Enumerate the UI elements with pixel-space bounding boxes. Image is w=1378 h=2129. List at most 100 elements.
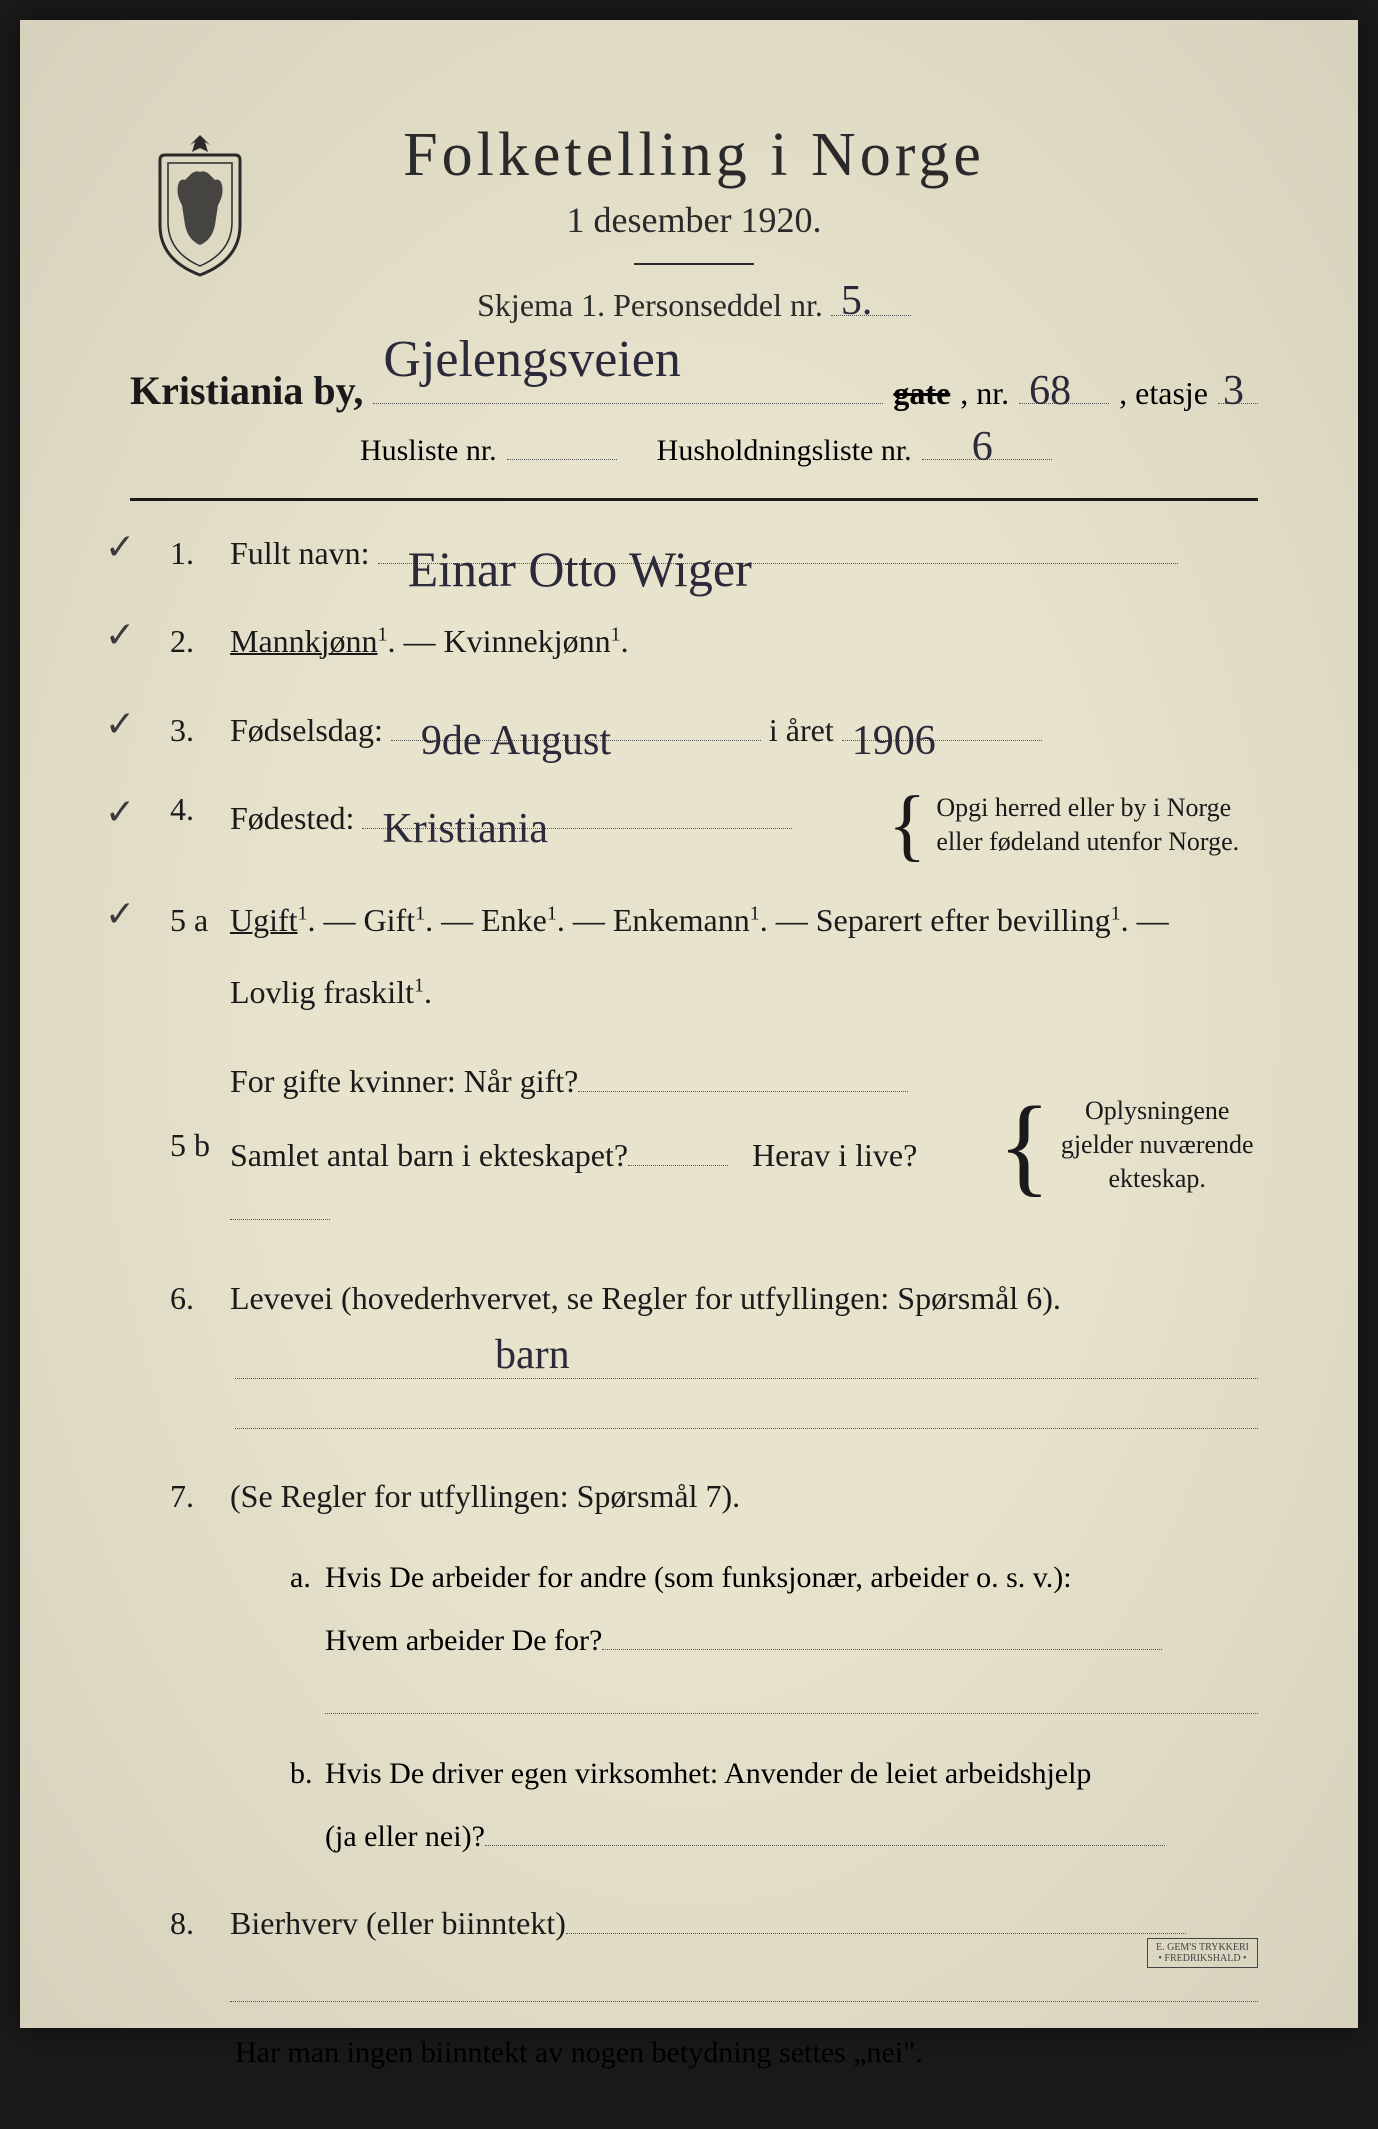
q6-field-1: barn [235,1335,1258,1379]
city-label: Kristiania by, [130,367,363,414]
husholdning-value: 6 [972,423,993,471]
q8-field2 [230,1974,1258,2002]
etasje-label: , etasje [1119,375,1208,412]
schema-label: Skjema 1. Personseddel nr. [477,287,823,323]
husliste-line: Husliste nr. Husholdningsliste nr. 6 [130,434,1258,468]
q7a-field2 [325,1686,1258,1714]
q3-day: 9de August [421,706,611,777]
check-icon: ✓ [105,893,135,935]
printer-stamp: E. GEM'S TRYKKERI • FREDRIKSHALD • [1147,1938,1258,1968]
q8-field [566,1933,1186,1934]
etasje-value: 3 [1223,367,1244,415]
q3-year-field: 1906 [842,740,1042,741]
personseddel-field: 5. [831,315,911,316]
q7a-t1: Hvis De arbeider for andre (som funksjon… [325,1561,1072,1594]
q5a-body: Ugift1. — Gift1. — Enke1. — Enkemann1. —… [230,893,1258,1020]
q5b-body: For gifte kvinner: Når gift? Samlet anta… [230,1054,998,1237]
q3-year: 1906 [852,706,936,777]
q5b-num: 5 b [140,1127,230,1164]
q7a-t2: Hvem arbeider De for? [325,1624,602,1657]
q1-field: Einar Otto Wiger [378,563,1178,564]
q6-num: 6. [140,1280,230,1317]
census-form-page: Folketelling i Norge 1 desember 1920. Sk… [20,20,1358,2028]
sup: 1 [378,624,388,646]
q7a-body: Hvis De arbeider for andre (som funksjon… [325,1546,1258,1714]
husliste-label: Husliste nr. [360,434,497,468]
q5b-f1 [578,1091,908,1092]
question-list: ✓ 1. Fullt navn: Einar Otto Wiger ✓ 2. M… [130,526,1258,2070]
main-rule [130,498,1258,501]
nr-field: 68 [1019,403,1109,404]
street-value: Gjelengsveien [383,330,680,389]
q8-label: Bierhverv (eller biinntekt) [230,1905,566,1941]
q2-row: ✓ 2. Mannkjønn1. — Kvinnekjønn1. [140,614,1258,668]
q5b-l2b: Herav i live? [752,1137,917,1173]
opt-enkemann: Enkemann [613,902,750,938]
q1-num: 1. [140,535,230,572]
stamp-2: • FREDRIKSHALD • [1156,1953,1249,1964]
q3-num: 3. [140,712,230,749]
q3-row: ✓ 3. Fødselsdag: 9de August i året 1906 [140,703,1258,757]
q7b-row: b. Hvis De driver egen virksomhet: Anven… [140,1742,1258,1868]
divider [634,263,754,265]
fn-num: 1 [141,2103,152,2128]
q4-aside: { Opgi herred eller by i Norge eller fød… [888,791,1258,859]
husholdning-field: 6 [922,459,1052,460]
q1-value: Einar Otto Wiger [408,527,752,612]
sup: 1 [611,624,621,646]
brace-icon: { [998,1101,1051,1189]
q4-aside1: Opgi herred eller by i Norge [936,791,1239,825]
q4-aside2: eller fødeland utenfor Norge. [936,825,1239,859]
footer-rule [130,2092,1258,2094]
q4-body: Fødested: Kristiania [230,791,888,845]
form-header: Folketelling i Norge 1 desember 1920. Sk… [130,120,1258,324]
personseddel-value: 5. [841,277,873,325]
q8-body: Bierhverv (eller biinntekt) [230,1896,1258,2002]
q5b-a3: ekteskap. [1061,1162,1254,1196]
q1-label: Fullt navn: [230,535,370,571]
q2-body: Mannkjønn1. — Kvinnekjønn1. [230,614,1258,668]
gate-label: gate [893,375,950,412]
opt-ugift: Ugift [230,902,298,938]
q7-row: 7. (Se Regler for utfyllingen: Spørsmål … [140,1469,1258,1523]
q4-field: Kristiania [362,828,792,829]
q8-row: 8. Bierhverv (eller biinntekt) [140,1896,1258,2002]
nr-value: 68 [1029,367,1071,415]
q7b-t1: Hvis De driver egen virksomhet: Anvender… [325,1757,1091,1790]
check-icon: ✓ [105,614,135,656]
form-date: 1 desember 1920. [130,199,1258,241]
street-field: Gjelengsveien [373,364,883,404]
q7a-row: a. Hvis De arbeider for andre (som funks… [140,1546,1258,1714]
q1-body: Fullt navn: Einar Otto Wiger [230,526,1258,580]
q3-day-field: 9de August [391,740,761,741]
footnote: 1 Her kan svares ved tydelig understrekn… [130,2103,1258,2129]
q4-value: Kristiania [382,794,548,865]
q5b-row: 5 b For gifte kvinner: Når gift? Samlet … [140,1054,1258,1237]
check-icon: ✓ [105,703,135,745]
q8-num: 8. [140,1905,230,1942]
check-icon: ✓ [105,526,135,568]
q7a-letter: a. [235,1561,325,1595]
q7b-t2: (ja eller nei)? [325,1820,485,1853]
q5b-f2 [628,1165,728,1166]
address-line: Kristiania by, Gjelengsveien gate , nr. … [130,364,1258,414]
q3-mid: i året [769,712,834,748]
q7a-field [602,1649,1162,1650]
form-title: Folketelling i Norge [130,120,1258,191]
stamp-1: E. GEM'S TRYKKERI [1156,1942,1249,1953]
etasje-field: 3 [1218,403,1258,404]
q1-row: ✓ 1. Fullt navn: Einar Otto Wiger [140,526,1258,580]
check-icon: ✓ [105,791,135,833]
opt-gift: Gift [364,902,416,938]
q3-label: Fødselsdag: [230,712,383,748]
q7b-field [485,1845,1165,1846]
q7-label: (Se Regler for utfyllingen: Spørsmål 7). [230,1469,1258,1523]
q4-num: 4. [140,791,230,828]
opt-enke: Enke [481,902,547,938]
q7b-body: Hvis De driver egen virksomhet: Anvender… [325,1742,1258,1868]
opt-separert: Separert efter bevilling [816,902,1111,938]
q7b-letter: b. [235,1757,325,1791]
q6-row: 6. Levevei (hovederhvervet, se Regler fo… [140,1271,1258,1325]
q4-label: Fødested: [230,800,354,836]
q6-lines: barn [235,1335,1258,1429]
